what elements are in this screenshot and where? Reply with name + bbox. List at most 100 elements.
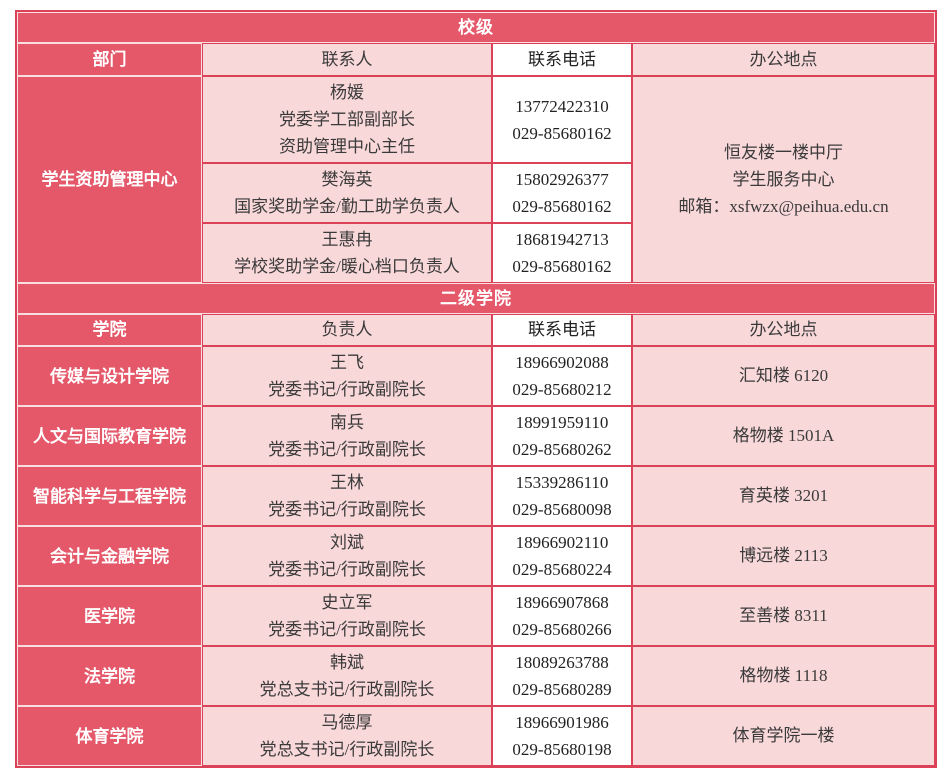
phone-cell: 15802926377 029-85680162: [492, 163, 632, 223]
person-title: 党委书记/行政副院长: [268, 500, 426, 519]
phone-landline: 029-85680266: [512, 620, 612, 639]
phone-mobile: 15802926377: [515, 170, 609, 189]
contact-cell: 王惠冉 学校奖助学金/暖心档口负责人: [202, 223, 492, 283]
office-cell: 格物楼 1501A: [632, 406, 935, 466]
office-cell: 育英楼 3201: [632, 466, 935, 526]
college-cell: 医学院: [17, 586, 202, 646]
contact-title: 国家奖助学金/勤工助学负责人: [234, 197, 460, 216]
person-name: 韩斌: [330, 653, 364, 672]
person-cell: 王飞 党委书记/行政副院长: [202, 346, 492, 406]
office-cell: 格物楼 1118: [632, 646, 935, 706]
college-cell: 智能科学与工程学院: [17, 466, 202, 526]
college-cell: 人文与国际教育学院: [17, 406, 202, 466]
person-name: 王飞: [330, 353, 364, 372]
phone-mobile: 18089263788: [515, 653, 609, 672]
person-cell: 史立军 党委书记/行政副院长: [202, 586, 492, 646]
phone-mobile: 18966902088: [515, 353, 609, 372]
person-name: 王林: [330, 473, 364, 492]
person-title: 党总支书记/行政副院长: [259, 740, 435, 759]
section-band-colleges: 二级学院: [17, 283, 935, 314]
phone-cell: 18089263788 029-85680289: [492, 646, 632, 706]
person-cell: 王林 党委书记/行政副院长: [202, 466, 492, 526]
phone-landline: 029-85680224: [512, 560, 612, 579]
contact-cell: 杨媛 党委学工部副部长 资助管理中心主任: [202, 76, 492, 163]
table-row: 学生资助管理中心 杨媛 党委学工部副部长 资助管理中心主任 1377242231…: [17, 76, 935, 283]
department-cell: 学生资助管理中心: [17, 76, 202, 283]
office-cell: 汇知楼 6120: [632, 346, 935, 406]
header-office: 办公地点: [632, 43, 935, 76]
person-title: 党委书记/行政副院长: [268, 620, 426, 639]
person-name: 南兵: [330, 413, 364, 432]
table-row: 会计与金融学院 刘斌 党委书记/行政副院长 18966902110 029-85…: [17, 526, 935, 586]
office-cell: 体育学院一楼: [632, 706, 935, 766]
phone-landline: 029-85680098: [512, 500, 612, 519]
college-cell: 法学院: [17, 646, 202, 706]
phone-mobile: 15339286110: [515, 473, 609, 492]
phone-cell: 18966901986 029-85680198: [492, 706, 632, 766]
contact-name: 樊海英: [321, 170, 373, 189]
header-person: 负责人: [202, 314, 492, 346]
header-contact: 联系人: [202, 43, 492, 76]
header-phone: 联系电话: [492, 314, 632, 346]
college-cell: 体育学院: [17, 706, 202, 766]
person-name: 马德厚: [321, 713, 373, 732]
table-row: 樊海英 国家奖助学金/勤工助学负责人 15802926377 029-85680…: [17, 163, 935, 223]
person-name: 刘斌: [330, 533, 364, 552]
person-cell: 韩斌 党总支书记/行政副院长: [202, 646, 492, 706]
header-college: 学院: [17, 314, 202, 346]
table-row: 体育学院 马德厚 党总支书记/行政副院长 18966901986 029-856…: [17, 706, 935, 766]
phone-landline: 029-85680289: [512, 680, 612, 699]
person-name: 史立军: [321, 593, 373, 612]
office-cell: 博远楼 2113: [632, 526, 935, 586]
person-title: 党委书记/行政副院长: [268, 440, 426, 459]
contact-title: 资助管理中心主任: [279, 137, 415, 156]
header-phone: 联系电话: [492, 43, 632, 76]
contact-table: 校级 部门 联系人 联系电话 办公地点 学生资助管理中心 杨媛 党委学工部副部长…: [15, 10, 937, 768]
person-title: 党总支书记/行政副院长: [259, 680, 435, 699]
table-row: 王惠冉 学校奖助学金/暖心档口负责人 18681942713 029-85680…: [17, 223, 935, 283]
section-band-university: 校级: [17, 12, 935, 43]
person-title: 党委书记/行政副院长: [268, 380, 426, 399]
college-cell: 会计与金融学院: [17, 526, 202, 586]
phone-landline: 029-85680198: [512, 740, 612, 759]
phone-cell: 18966907868 029-85680266: [492, 586, 632, 646]
phone-landline: 029-85680212: [512, 380, 612, 399]
person-cell: 马德厚 党总支书记/行政副院长: [202, 706, 492, 766]
phone-cell: 18966902110 029-85680224: [492, 526, 632, 586]
table-row: 智能科学与工程学院 王林 党委书记/行政副院长 15339286110 029-…: [17, 466, 935, 526]
contact-cell: 樊海英 国家奖助学金/勤工助学负责人: [202, 163, 492, 223]
header-department: 部门: [17, 43, 202, 76]
phone-mobile: 18966902110: [515, 533, 609, 552]
college-cell: 传媒与设计学院: [17, 346, 202, 406]
table-row: 人文与国际教育学院 南兵 党委书记/行政副院长 18991959110 029-…: [17, 406, 935, 466]
phone-cell: 18681942713 029-85680162: [492, 223, 632, 283]
person-title: 党委书记/行政副院长: [268, 560, 426, 579]
phone-mobile: 18681942713: [515, 230, 609, 249]
phone-landline: 029-85680162: [512, 123, 612, 143]
contact-title: 学校奖助学金/暖心档口负责人: [234, 257, 460, 276]
contact-name: 王惠冉: [321, 230, 373, 249]
phone-mobile: 13772422310: [515, 96, 609, 116]
person-cell: 南兵 党委书记/行政副院长: [202, 406, 492, 466]
office-building: 恒友楼一楼中厅: [724, 143, 843, 162]
phone-cell: 13772422310 029-85680162: [492, 76, 632, 163]
phone-landline: 029-85680262: [512, 440, 612, 459]
header-office: 办公地点: [632, 314, 935, 346]
office-cell: 恒友楼一楼中厅 学生服务中心 邮箱：xsfwzx@peihua.edu.cn: [632, 76, 935, 283]
phone-landline: 029-85680162: [512, 197, 612, 216]
office-cell: 至善楼 8311: [632, 586, 935, 646]
table-row: 医学院 史立军 党委书记/行政副院长 18966907868 029-85680…: [17, 586, 935, 646]
phone-cell: 18966902088 029-85680212: [492, 346, 632, 406]
office-email: 邮箱：xsfwzx@peihua.edu.cn: [678, 197, 889, 216]
contact-name: 杨媛: [330, 83, 364, 102]
phone-mobile: 18966907868: [515, 593, 609, 612]
table-row: 传媒与设计学院 王飞 党委书记/行政副院长 18966902088 029-85…: [17, 346, 935, 406]
contact-title: 党委学工部副部长: [279, 110, 415, 129]
phone-landline: 029-85680162: [512, 257, 612, 276]
phone-cell: 18991959110 029-85680262: [492, 406, 632, 466]
phone-mobile: 18991959110: [515, 413, 609, 432]
phone-mobile: 18966901986: [515, 713, 609, 732]
phone-cell: 15339286110 029-85680098: [492, 466, 632, 526]
office-center: 学生服务中心: [732, 170, 835, 189]
person-cell: 刘斌 党委书记/行政副院长: [202, 526, 492, 586]
